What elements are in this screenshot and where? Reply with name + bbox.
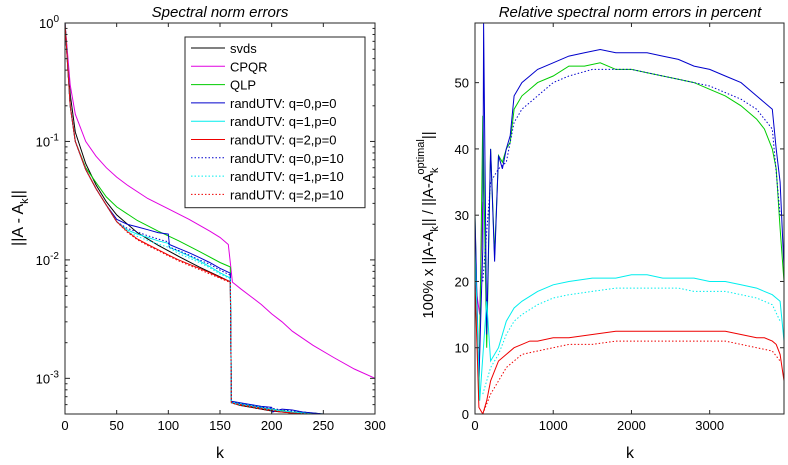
series-line-randutv-q-0-p-10 <box>482 68 781 282</box>
legend-label: randUTV: q=2,p=10 <box>230 187 344 202</box>
y-axis-label-main: ||A - A <box>10 204 27 246</box>
y-tick-label: 100 <box>39 14 59 31</box>
chart-relative-spectral-norm-errors: Relative spectral norm errors in percent… <box>415 4 785 462</box>
legend-label: randUTV: q=1,p=10 <box>230 169 344 184</box>
x-tick-label: 150 <box>209 418 231 433</box>
y-axis-label: ||A - Ak|| <box>10 190 31 246</box>
x-tick-label: 1000 <box>539 418 568 433</box>
y-tick-label: 20 <box>455 274 469 289</box>
y-axis-label-tail: || <box>10 190 27 198</box>
y-axis-label-sub1: k <box>429 226 441 232</box>
legend-label: randUTV: q=0,p=0 <box>230 96 336 111</box>
legend-label: CPQR <box>230 59 268 74</box>
legend-box <box>184 36 366 209</box>
axes: 0 1000 2000 3000 0 10 20 30 40 50 <box>455 22 785 433</box>
y-axis-label-pre: 100% x ||A-A <box>420 232 437 319</box>
legend-label: QLP <box>230 78 256 93</box>
x-tick-label: 50 <box>109 418 123 433</box>
y-tick-label: 10 <box>455 341 469 356</box>
y-tick-label: 50 <box>455 76 469 91</box>
axes-box <box>474 22 785 415</box>
x-tick-label: 250 <box>312 418 334 433</box>
series-line-randutv-q-0-p-0 <box>475 23 784 381</box>
series-line-randutv-q-0-p-10 <box>65 23 324 414</box>
series-line-randutv-q-2-p-0 <box>475 281 784 414</box>
y-tick-label: 30 <box>455 208 469 223</box>
plot-area <box>475 23 784 414</box>
x-tick-label: 300 <box>364 418 386 433</box>
legend: svds CPQR QLP randUTV: q=0,p=0 randUTV: q=1,… <box>184 36 366 209</box>
y-tick-label: 10-1 <box>36 132 60 149</box>
series-line-cpqr <box>65 23 375 379</box>
x-tick-label: 0 <box>471 418 478 433</box>
series-line-randutv-q-2-p-0 <box>65 23 324 414</box>
series-line-randutv-q-2-p-10 <box>482 340 781 414</box>
x-axis-label: k <box>216 445 225 462</box>
x-axis-label: k <box>626 445 635 462</box>
x-tick-label: 2000 <box>617 418 646 433</box>
series-line-randutv-q-1-p-10 <box>65 23 324 414</box>
x-tick-label: 3000 <box>695 418 724 433</box>
y-tick-label: 10-3 <box>36 369 60 386</box>
series-line-randutv-q-1-p-10 <box>482 287 781 395</box>
legend-label: randUTV: q=0,p=10 <box>230 151 344 166</box>
marks <box>475 23 784 414</box>
chart-title: Spectral norm errors <box>152 4 289 21</box>
y-axis-label-mid: || / ||A-A <box>420 173 437 226</box>
y-axis-label-sub2: k <box>429 167 441 173</box>
y-axis-label-sup2: optimal <box>415 139 427 174</box>
x-tick-label: 100 <box>157 418 179 433</box>
y-axis-label: 100% x ||A-Ak|| / ||A-Akoptimal|| <box>415 131 441 318</box>
y-tick-label: 0 <box>462 407 469 422</box>
axes: 0 50 100 150 200 250 300 100 10-1 10-2 10-3 <box>36 14 386 433</box>
y-tick-label: 40 <box>455 142 469 157</box>
x-tick-label: 200 <box>261 418 283 433</box>
marks <box>65 23 375 414</box>
series-line-randutv-q-1-p-0 <box>475 248 784 401</box>
legend-label: randUTV: q=1,p=0 <box>230 114 336 129</box>
chart-spectral-norm-errors: Spectral norm errors 0 50 100 150 200 250 300 1… <box>10 4 386 462</box>
y-axis-label-sub: k <box>19 198 31 204</box>
y-axis-label-tail: || <box>420 131 437 139</box>
y-tick-label: 10-2 <box>36 251 60 268</box>
legend-label: svds <box>230 41 257 56</box>
chart-title: Relative spectral norm errors in percent <box>499 4 762 21</box>
x-tick-label: 0 <box>61 418 68 433</box>
legend-label: randUTV: q=2,p=0 <box>230 133 336 148</box>
